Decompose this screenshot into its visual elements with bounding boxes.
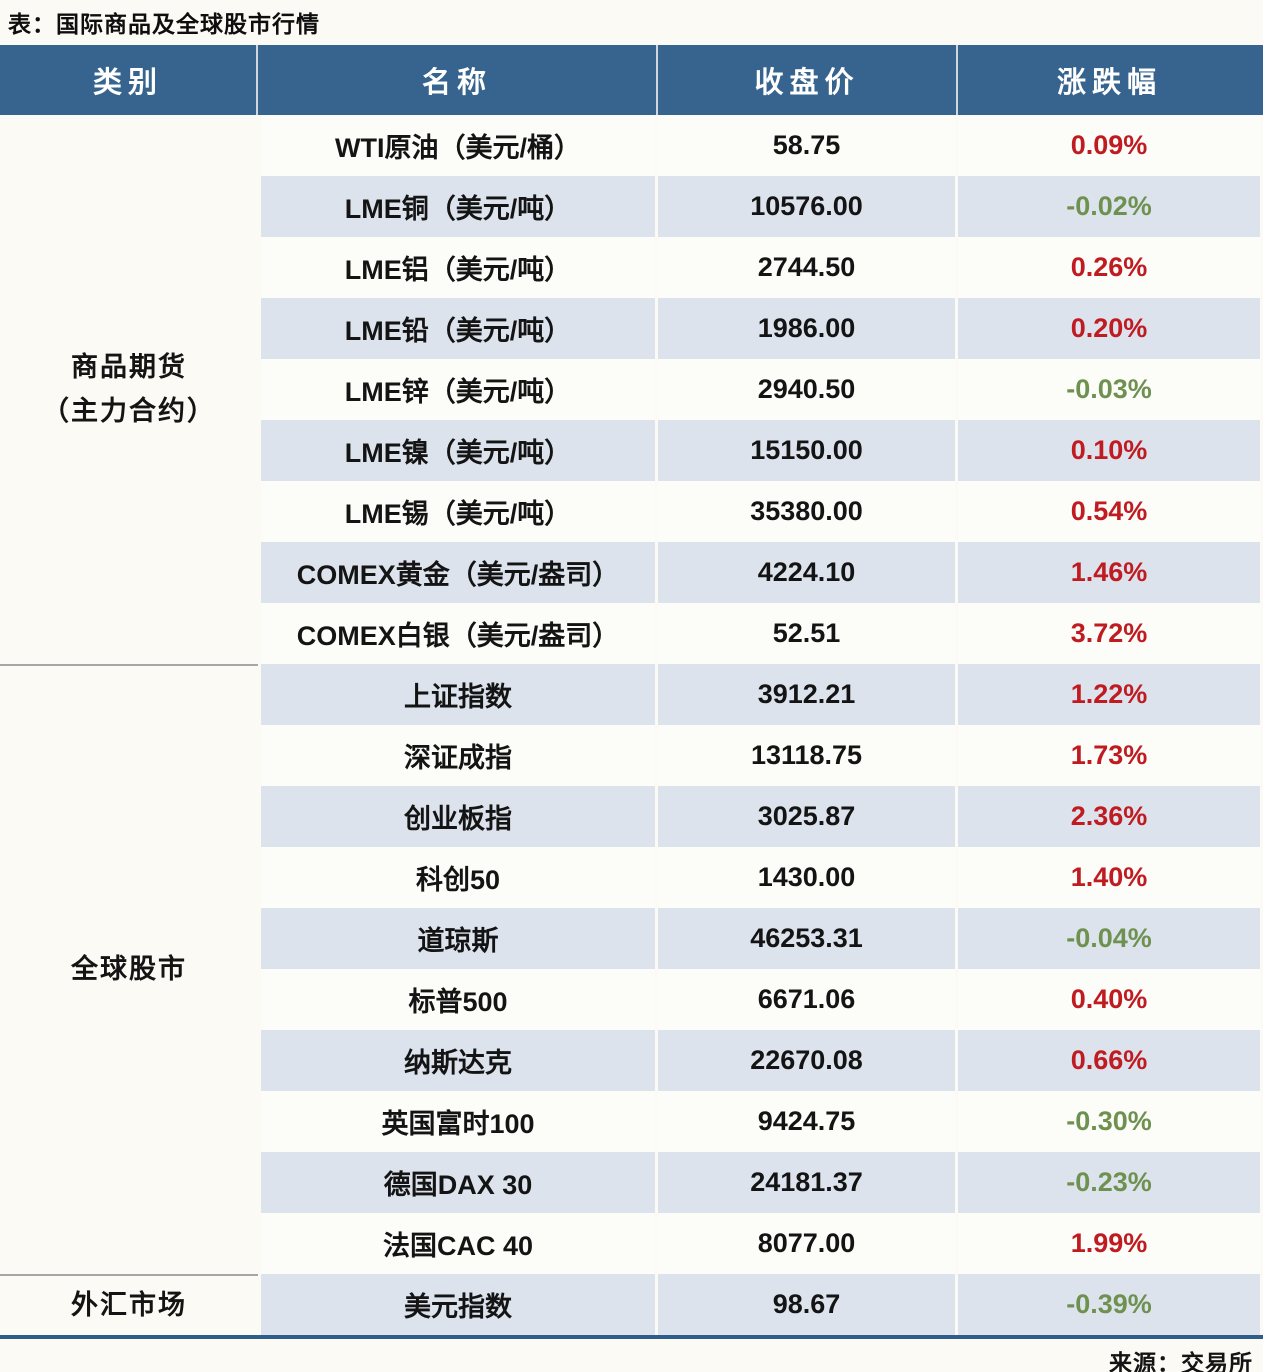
- name-cell: 道琼斯: [258, 908, 658, 969]
- close-cell: 9424.75: [658, 1091, 958, 1152]
- change-cell: -0.02%: [958, 176, 1260, 237]
- name-cell: LME锡（美元/吨）: [258, 481, 658, 542]
- table-row: LME铝（美元/吨） 2744.50 0.26%: [258, 237, 1263, 298]
- table-row: 深证成指 13118.75 1.73%: [258, 725, 1263, 786]
- table-row: LME锡（美元/吨） 35380.00 0.54%: [258, 481, 1263, 542]
- close-cell: 58.75: [658, 115, 958, 176]
- change-cell: 1.40%: [958, 847, 1260, 908]
- table-row: COMEX黄金（美元/盎司） 4224.10 1.46%: [258, 542, 1263, 603]
- table-row: 纳斯达克 22670.08 0.66%: [258, 1030, 1263, 1091]
- category-cell: 外汇市场: [0, 1274, 258, 1335]
- name-cell: LME铝（美元/吨）: [258, 237, 658, 298]
- table-row: LME镍（美元/吨） 15150.00 0.10%: [258, 420, 1263, 481]
- close-cell: 3025.87: [658, 786, 958, 847]
- change-cell: -0.03%: [958, 359, 1260, 420]
- change-cell: 0.26%: [958, 237, 1260, 298]
- table-row: LME铅（美元/吨） 1986.00 0.20%: [258, 298, 1263, 359]
- close-cell: 1986.00: [658, 298, 958, 359]
- table-bottom-border: [0, 1335, 1263, 1339]
- table-row: 上证指数 3912.21 1.22%: [258, 664, 1263, 725]
- name-cell: 法国CAC 40: [258, 1213, 658, 1274]
- name-cell: 标普500: [258, 969, 658, 1030]
- name-cell: 创业板指: [258, 786, 658, 847]
- change-cell: 1.22%: [958, 664, 1260, 725]
- category-cell: 全球股市: [0, 664, 258, 1274]
- close-cell: 2940.50: [658, 359, 958, 420]
- close-cell: 8077.00: [658, 1213, 958, 1274]
- table-row: 法国CAC 40 8077.00 1.99%: [258, 1213, 1263, 1274]
- page-title: 表：国际商品及全球股市行情: [8, 11, 320, 37]
- table-body: 商品期货 （主力合约） 全球股市 外汇市场 WTI原油（美元/桶） 58.75 0.09…: [0, 115, 1263, 1335]
- table-row: COMEX白银（美元/盎司） 52.51 3.72%: [258, 603, 1263, 664]
- change-cell: 0.54%: [958, 481, 1260, 542]
- table-row: LME锌（美元/吨） 2940.50 -0.03%: [258, 359, 1263, 420]
- change-cell: 0.40%: [958, 969, 1260, 1030]
- market-table: 类别 名称 收盘价 涨跌幅 商品期货 （主力合约） 全球股市 外汇市场 WTI原油（…: [0, 45, 1263, 1339]
- change-cell: 1.99%: [958, 1213, 1260, 1274]
- header-cell-name: 名称: [258, 45, 658, 115]
- header-cell-change: 涨跌幅: [1056, 67, 1162, 99]
- close-cell: 35380.00: [658, 481, 958, 542]
- close-cell: 1430.00: [658, 847, 958, 908]
- name-cell: 美元指数: [258, 1274, 658, 1335]
- close-cell: 98.67: [658, 1274, 958, 1335]
- table-header: 类别 名称 收盘价 涨跌幅: [0, 45, 1263, 115]
- change-cell: 0.10%: [958, 420, 1260, 481]
- table-row: 德国DAX 30 24181.37 -0.23%: [258, 1152, 1263, 1213]
- close-cell: 13118.75: [658, 725, 958, 786]
- close-cell: 6671.06: [658, 969, 958, 1030]
- name-cell: LME铅（美元/吨）: [258, 298, 658, 359]
- close-cell: 4224.10: [658, 542, 958, 603]
- name-cell: 深证成指: [258, 725, 658, 786]
- close-cell: 22670.08: [658, 1030, 958, 1091]
- table-row: 标普500 6671.06 0.40%: [258, 969, 1263, 1030]
- table-row: 创业板指 3025.87 2.36%: [258, 786, 1263, 847]
- table-row: 道琼斯 46253.31 -0.04%: [258, 908, 1263, 969]
- name-cell: 纳斯达克: [258, 1030, 658, 1091]
- close-cell: 10576.00: [658, 176, 958, 237]
- table-row: WTI原油（美元/桶） 58.75 0.09%: [258, 115, 1263, 176]
- change-cell: -0.30%: [958, 1091, 1260, 1152]
- close-cell: 52.51: [658, 603, 958, 664]
- change-cell: -0.23%: [958, 1152, 1260, 1213]
- table-row: LME铜（美元/吨） 10576.00 -0.02%: [258, 176, 1263, 237]
- category-cell: 商品期货 （主力合约）: [42, 352, 216, 426]
- name-cell: LME锌（美元/吨）: [258, 359, 658, 420]
- change-cell: 0.09%: [958, 115, 1260, 176]
- close-cell: 46253.31: [658, 908, 958, 969]
- change-cell: -0.39%: [958, 1274, 1260, 1335]
- header-cell-close: 收盘价: [658, 45, 958, 115]
- close-cell: 3912.21: [658, 664, 958, 725]
- name-cell: 科创50: [258, 847, 658, 908]
- change-cell: -0.04%: [958, 908, 1260, 969]
- name-cell: 上证指数: [258, 664, 658, 725]
- name-cell: WTI原油（美元/桶）: [258, 115, 658, 176]
- name-cell: 德国DAX 30: [258, 1152, 658, 1213]
- change-cell: 2.36%: [958, 786, 1260, 847]
- change-cell: 3.72%: [958, 603, 1260, 664]
- source-note: 来源：交易所: [1109, 1350, 1253, 1372]
- change-cell: 1.46%: [958, 542, 1260, 603]
- table-row: 科创50 1430.00 1.40%: [258, 847, 1263, 908]
- change-cell: 0.20%: [958, 298, 1260, 359]
- data-rows: WTI原油（美元/桶） 58.75 0.09% LME铜（美元/吨） 10576.00-…: [258, 115, 1263, 1335]
- table-row: 美元指数 98.67 -0.39%: [258, 1274, 1263, 1335]
- name-cell: LME镍（美元/吨）: [258, 420, 658, 481]
- header-cell-category: 类别: [0, 45, 258, 115]
- name-cell: LME铜（美元/吨）: [258, 176, 658, 237]
- name-cell: COMEX黄金（美元/盎司）: [258, 542, 658, 603]
- category-column: 商品期货 （主力合约） 全球股市 外汇市场: [0, 115, 258, 1335]
- name-cell: COMEX白银（美元/盎司）: [258, 603, 658, 664]
- table-row: 英国富时100 9424.75 -0.30%: [258, 1091, 1263, 1152]
- name-cell: 英国富时100: [258, 1091, 658, 1152]
- change-cell: 0.66%: [958, 1030, 1260, 1091]
- change-cell: 1.73%: [958, 725, 1260, 786]
- close-cell: 24181.37: [658, 1152, 958, 1213]
- close-cell: 15150.00: [658, 420, 958, 481]
- close-cell: 2744.50: [658, 237, 958, 298]
